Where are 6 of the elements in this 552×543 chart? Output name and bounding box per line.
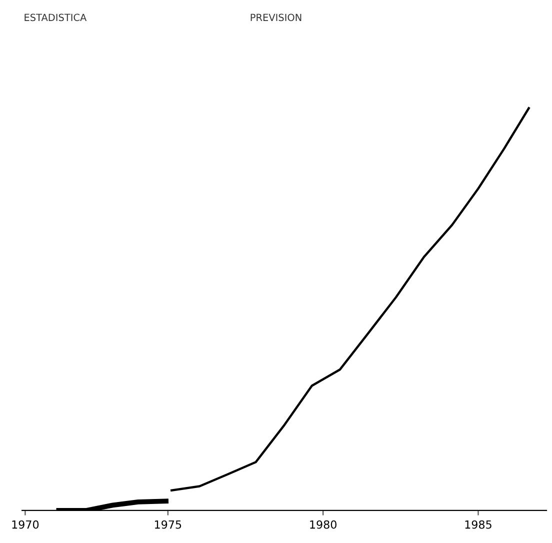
text: PREVISION bbox=[250, 14, 302, 22]
text: ESTADISTICA bbox=[24, 14, 87, 22]
x-tick-label: 1985 bbox=[465, 520, 492, 529]
x-tick-label: 1975 bbox=[155, 520, 182, 529]
x-tick-label: 1970 bbox=[12, 520, 39, 529]
x-tick-label: 1980 bbox=[310, 520, 336, 529]
